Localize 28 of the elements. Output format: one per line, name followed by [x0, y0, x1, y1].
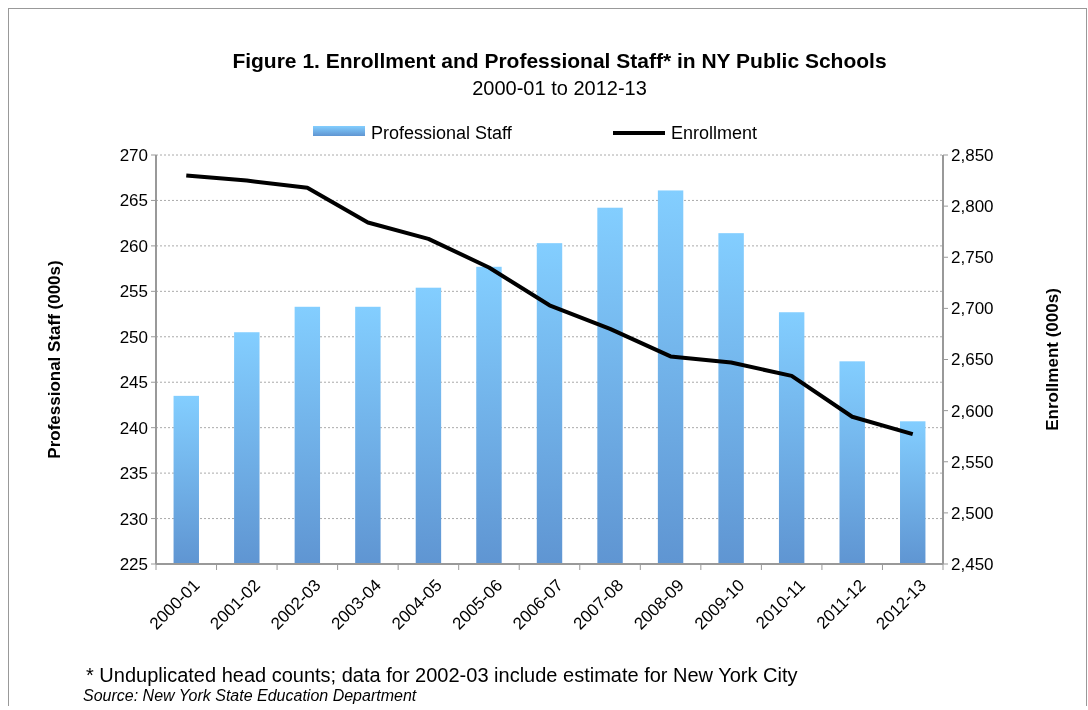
y-tick-label: 260	[119, 236, 148, 256]
source-note: Source: New York State Education Department	[83, 687, 417, 704]
y-tick-label: 265	[119, 191, 148, 211]
y-tick-label: 250	[119, 327, 148, 347]
y-tick-label: 225	[119, 554, 148, 574]
y-tick-label: 235	[119, 464, 148, 484]
line-series	[184, 173, 915, 437]
y2-axis-title: Enrollment (000s)	[1043, 288, 1062, 431]
y2-tick-label: 2,450	[951, 554, 994, 574]
text: * Unduplicated head counts; data for 2002-03 include estimate for New York City	[86, 664, 798, 686]
y2-tick-label: 2,850	[951, 145, 994, 165]
chart-subtitle: 2000-01 to 2012-13	[472, 77, 647, 99]
y-tick-label: 230	[119, 509, 148, 529]
y2-tick-label: 2,800	[951, 197, 994, 217]
chart-title: Figure 1. Enrollment and Professional Staff* in NY Public Schools	[232, 49, 887, 72]
y-tick-label: 245	[119, 373, 148, 393]
y2-tick-label: 2,600	[951, 401, 994, 421]
y-tick-label: 255	[119, 282, 148, 302]
y2-tick-label: 2,550	[951, 452, 994, 472]
y2-tick-label: 2,650	[951, 350, 994, 370]
legend-label: Enrollment	[671, 123, 758, 144]
legend-label: Professional Staff	[371, 123, 513, 144]
y-tick-label: 270	[119, 145, 148, 165]
y-tick-label: 240	[119, 418, 148, 438]
y2-tick-label: 2,700	[951, 299, 994, 319]
y2-tick-label: 2,750	[951, 248, 994, 268]
y2-tick-label: 2,500	[951, 503, 994, 523]
y-axis-title: Professional Staff (000s)	[45, 260, 64, 459]
